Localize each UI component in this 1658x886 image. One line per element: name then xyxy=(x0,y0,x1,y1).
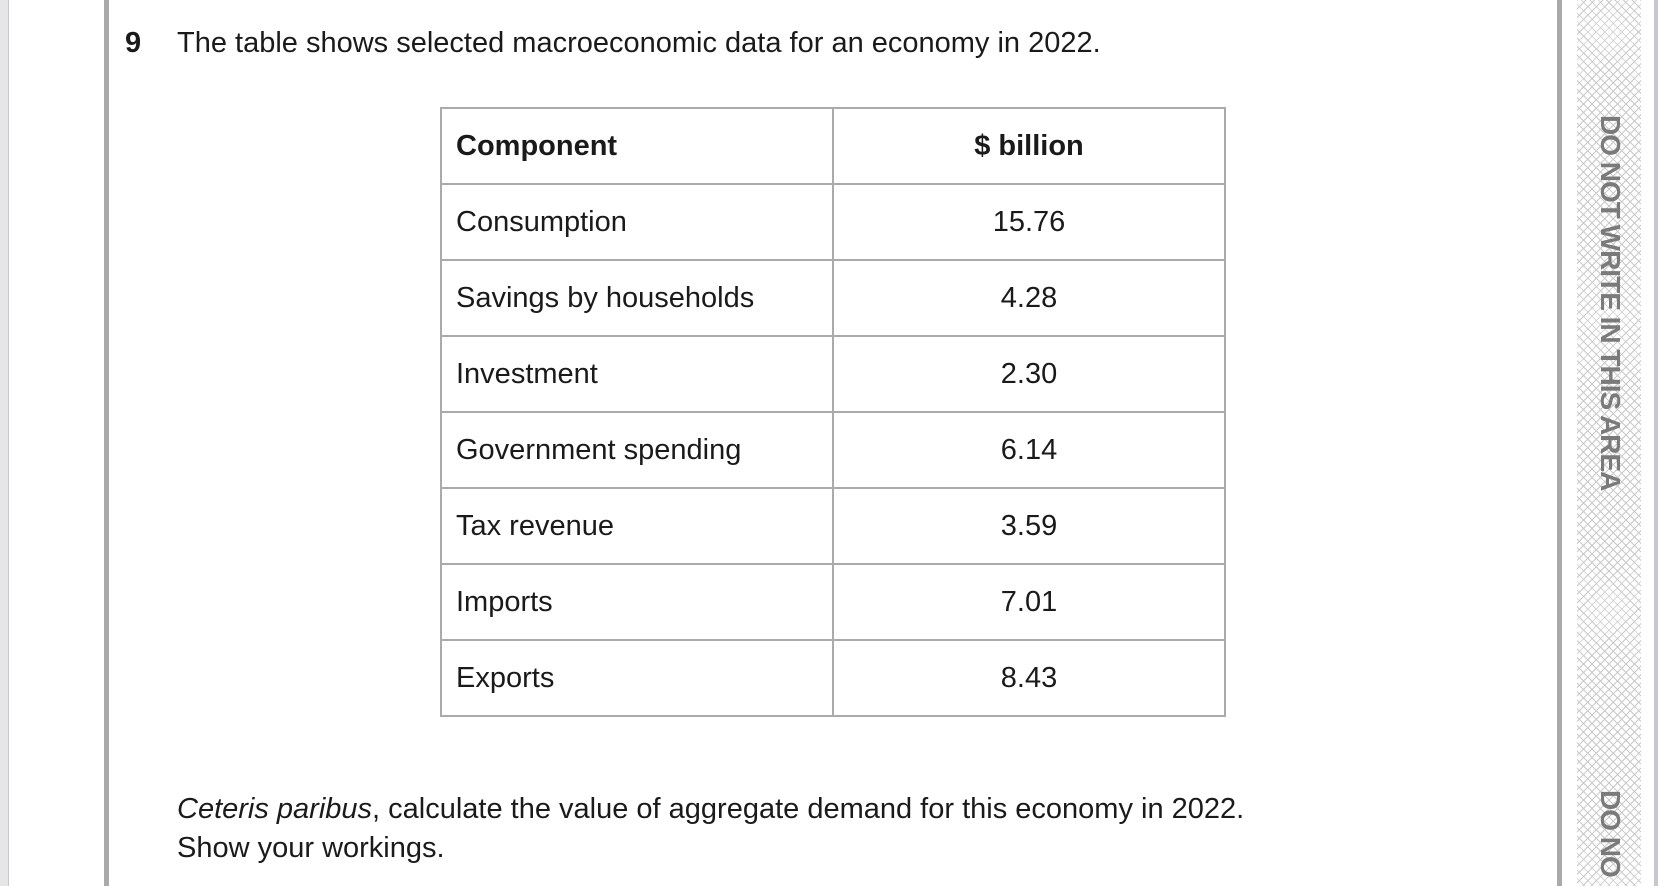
page-edge xyxy=(0,0,9,886)
right-margin-rule xyxy=(1557,0,1562,886)
prompt-italic: Ceteris paribus xyxy=(177,793,373,825)
component-cell: Exports xyxy=(440,639,834,717)
table-row: Government spending 6.14 xyxy=(440,411,1226,489)
value-cell: 4.28 xyxy=(832,259,1226,337)
table-row: Tax revenue 3.59 xyxy=(440,487,1226,565)
table-row: Investment 2.30 xyxy=(440,335,1226,413)
table-row: Savings by households 4.28 xyxy=(440,259,1226,337)
table-row: Imports 7.01 xyxy=(440,563,1226,641)
value-cell: 2.30 xyxy=(832,335,1226,413)
table-header-row: Component $ billion xyxy=(440,107,1226,185)
value-cell: 7.01 xyxy=(832,563,1226,641)
value-cell: 8.43 xyxy=(832,639,1226,717)
value-cell: 3.59 xyxy=(832,487,1226,565)
question-instruction: Show your workings. xyxy=(177,832,445,864)
prompt-text: , calculate the value of aggregate deman… xyxy=(372,793,1245,825)
page-edge-right xyxy=(1654,0,1658,886)
question-number: 9 xyxy=(125,27,142,59)
component-cell: Investment xyxy=(440,335,834,413)
component-cell: Consumption xyxy=(440,183,834,261)
value-cell: 15.76 xyxy=(832,183,1226,261)
header-component: Component xyxy=(440,107,834,185)
table-row: Consumption 15.76 xyxy=(440,183,1226,261)
header-value: $ billion xyxy=(832,107,1226,185)
component-cell: Government spending xyxy=(440,411,834,489)
question-prompt: Ceteris paribus, calculate the value of … xyxy=(177,793,1244,826)
component-cell: Tax revenue xyxy=(440,487,834,565)
left-margin-rule xyxy=(104,0,109,886)
macro-data-table: Component $ billion Consumption 15.76 Savi… xyxy=(440,107,1226,717)
margin-warning-partial: DO NO xyxy=(1595,790,1626,877)
table-row: Exports 8.43 xyxy=(440,639,1226,717)
question-intro: The table shows selected macroeconomic d… xyxy=(177,27,1101,59)
hatched-margin xyxy=(1577,0,1641,886)
margin-warning: DO NOT WRITE IN THIS AREA xyxy=(1595,115,1626,491)
value-cell: 6.14 xyxy=(832,411,1226,489)
component-cell: Savings by households xyxy=(440,259,834,337)
component-cell: Imports xyxy=(440,563,834,641)
